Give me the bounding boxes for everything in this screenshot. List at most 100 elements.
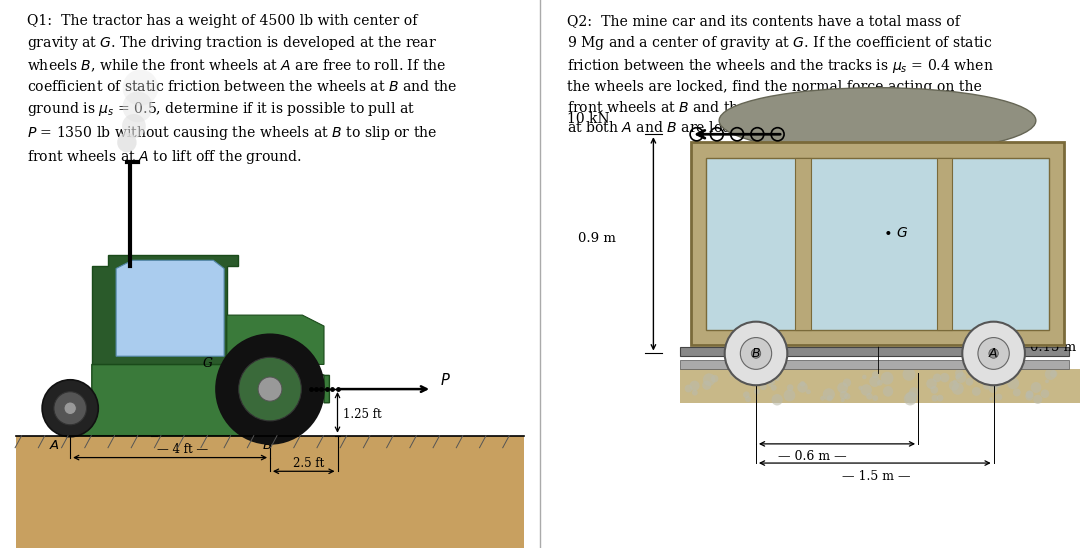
- Text: — 0.6 m —: — 0.6 m —: [778, 450, 847, 463]
- Circle shape: [1041, 390, 1050, 398]
- Circle shape: [216, 334, 324, 444]
- Circle shape: [741, 338, 771, 369]
- Circle shape: [771, 394, 783, 406]
- Circle shape: [859, 386, 863, 390]
- Text: $A$: $A$: [49, 439, 59, 452]
- Circle shape: [1030, 382, 1041, 393]
- Circle shape: [903, 368, 916, 381]
- Circle shape: [955, 374, 960, 379]
- Circle shape: [904, 392, 917, 406]
- Polygon shape: [59, 364, 329, 436]
- Circle shape: [122, 114, 146, 138]
- Circle shape: [936, 395, 944, 402]
- Circle shape: [797, 382, 808, 393]
- Circle shape: [1034, 395, 1042, 404]
- Circle shape: [258, 377, 282, 401]
- Text: — 4 ft —: — 4 ft —: [157, 443, 207, 456]
- Circle shape: [768, 382, 773, 387]
- Text: $A$: $A$: [988, 347, 999, 360]
- Circle shape: [953, 380, 957, 384]
- Circle shape: [843, 393, 850, 399]
- Text: $\bullet$ $G$: $\bullet$ $G$: [883, 226, 908, 240]
- Circle shape: [752, 349, 760, 358]
- Circle shape: [1045, 379, 1049, 383]
- Bar: [680, 360, 1069, 369]
- Circle shape: [725, 322, 787, 385]
- Circle shape: [743, 391, 750, 398]
- Circle shape: [927, 378, 936, 389]
- Circle shape: [956, 372, 967, 383]
- Text: G: G: [203, 357, 213, 370]
- Circle shape: [1008, 378, 1020, 389]
- Text: $B$: $B$: [261, 439, 272, 452]
- Circle shape: [869, 376, 880, 387]
- Circle shape: [933, 374, 942, 383]
- Circle shape: [1050, 370, 1057, 378]
- Text: 0.15 m: 0.15 m: [1030, 341, 1077, 355]
- Circle shape: [806, 389, 811, 394]
- Polygon shape: [117, 260, 225, 356]
- Circle shape: [1026, 390, 1034, 398]
- Circle shape: [966, 378, 973, 386]
- Circle shape: [988, 384, 998, 393]
- Circle shape: [866, 393, 873, 399]
- Circle shape: [771, 380, 775, 384]
- Circle shape: [820, 396, 825, 401]
- Text: 2.5 ft: 2.5 ft: [293, 458, 324, 470]
- Circle shape: [827, 395, 833, 401]
- Circle shape: [909, 387, 919, 397]
- Bar: [16, 436, 524, 548]
- Bar: [706, 158, 1049, 330]
- Circle shape: [862, 375, 866, 379]
- Circle shape: [42, 380, 98, 437]
- Circle shape: [877, 380, 882, 386]
- Circle shape: [882, 386, 893, 397]
- Circle shape: [711, 375, 718, 383]
- Polygon shape: [92, 255, 238, 364]
- Circle shape: [64, 402, 77, 414]
- Circle shape: [754, 389, 759, 395]
- Circle shape: [940, 373, 949, 383]
- Circle shape: [983, 382, 990, 390]
- Circle shape: [1025, 392, 1034, 401]
- Circle shape: [837, 383, 848, 393]
- Circle shape: [996, 381, 1001, 387]
- Circle shape: [1026, 391, 1034, 398]
- Circle shape: [980, 375, 983, 378]
- Circle shape: [962, 322, 1025, 385]
- Text: 1.25 ft: 1.25 ft: [343, 408, 381, 421]
- Circle shape: [989, 397, 993, 401]
- Circle shape: [975, 371, 985, 381]
- Circle shape: [861, 384, 872, 396]
- Circle shape: [787, 384, 794, 391]
- Circle shape: [1013, 389, 1021, 396]
- Circle shape: [692, 390, 698, 396]
- Circle shape: [996, 393, 1002, 401]
- Circle shape: [745, 396, 751, 402]
- Bar: [680, 347, 1069, 356]
- Circle shape: [840, 398, 845, 402]
- Polygon shape: [227, 315, 324, 364]
- Circle shape: [972, 387, 981, 396]
- Circle shape: [122, 92, 153, 122]
- Text: — 1.5 m —: — 1.5 m —: [842, 470, 910, 482]
- Circle shape: [986, 373, 990, 376]
- Circle shape: [123, 70, 158, 106]
- Circle shape: [239, 357, 301, 421]
- Circle shape: [951, 383, 963, 395]
- Text: $B$: $B$: [751, 347, 761, 360]
- Circle shape: [800, 381, 806, 386]
- Circle shape: [823, 388, 835, 401]
- Text: 0.9 m: 0.9 m: [578, 232, 616, 245]
- Circle shape: [905, 391, 917, 403]
- Text: $P$: $P$: [441, 372, 450, 387]
- Circle shape: [685, 385, 692, 392]
- Circle shape: [989, 349, 998, 358]
- Text: Q1:  The tractor has a weight of 4500 lb with center of
gravity at $G$. The driv: Q1: The tractor has a weight of 4500 lb …: [27, 14, 457, 165]
- Circle shape: [771, 385, 777, 391]
- Text: 10 kN: 10 kN: [567, 112, 609, 126]
- Circle shape: [997, 372, 1001, 376]
- Circle shape: [689, 380, 700, 391]
- Circle shape: [751, 376, 758, 384]
- Circle shape: [872, 371, 879, 378]
